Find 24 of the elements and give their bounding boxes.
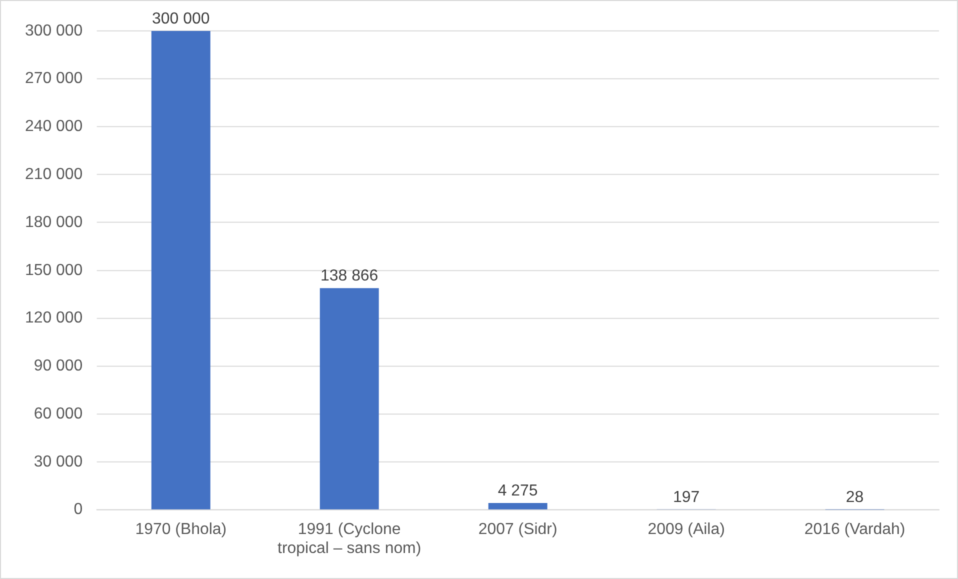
x-tick-label: 2009 (Aila) [648, 520, 725, 538]
y-tick-label: 90 000 [34, 358, 83, 375]
data-label: 138 866 [320, 268, 378, 285]
bar [320, 288, 379, 510]
bar [151, 30, 210, 510]
x-tick-label: 2007 (Sidr) [478, 520, 558, 538]
x-tick-label: 2016 (Vardah) [804, 520, 906, 538]
y-tick-label: 120 000 [25, 310, 83, 327]
bar [488, 503, 548, 510]
x-tick-label: 1991 (Cyclone tropical – sans nom) [278, 520, 422, 557]
data-label: 300 000 [152, 10, 210, 28]
data-label: 197 [673, 488, 700, 506]
data-label: 4 275 [498, 482, 538, 500]
y-tick-label: 180 000 [25, 214, 83, 231]
x-tick-label: 1970 (Bhola) [135, 520, 227, 538]
y-tick-label: 300 000 [25, 22, 83, 40]
y-tick-label: 210 000 [25, 166, 83, 183]
data-label: 28 [846, 489, 864, 506]
y-tick-label: 270 000 [25, 70, 83, 88]
y-tick-label: 60 000 [34, 405, 83, 422]
y-tick-label: 240 000 [25, 118, 83, 136]
y-tick-label: 150 000 [25, 262, 83, 279]
y-tick-label: 30 000 [34, 453, 83, 470]
y-tick-label: 0 [74, 501, 83, 518]
